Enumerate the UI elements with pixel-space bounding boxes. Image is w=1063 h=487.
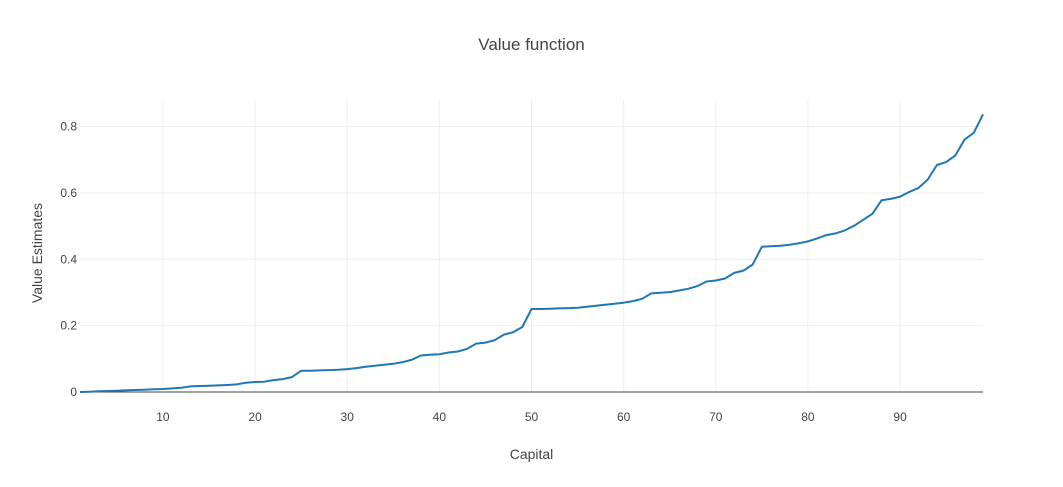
x-tick-label: 20 — [248, 410, 262, 424]
y-tick-label: 0.6 — [60, 186, 77, 200]
y-tick-label: 0.2 — [60, 319, 77, 333]
value-series-line — [79, 113, 984, 393]
x-tick-label: 60 — [617, 410, 631, 424]
plot-area — [79, 113, 984, 393]
tick-labels: 10 20 30 40 50 60 70 80 90 0 0.2 0.4 0.6 0.8 — [60, 120, 907, 424]
y-axis-title: Value Estimates — [29, 203, 45, 303]
x-tick-label: 70 — [709, 410, 723, 424]
x-tick-label: 10 — [156, 410, 170, 424]
x-tick-label: 90 — [893, 410, 907, 424]
x-tick-label: 30 — [341, 410, 355, 424]
y-tick-label: 0.4 — [60, 252, 77, 266]
y-tick-label: 0.8 — [60, 120, 77, 134]
x-tick-label: 80 — [801, 410, 815, 424]
x-tick-label: 40 — [433, 410, 447, 424]
gridlines — [80, 100, 983, 392]
chart-title: Value function — [478, 35, 584, 54]
x-axis-title: Capital — [510, 446, 554, 462]
x-tick-label: 50 — [525, 410, 539, 424]
y-tick-label: 0 — [70, 385, 77, 399]
